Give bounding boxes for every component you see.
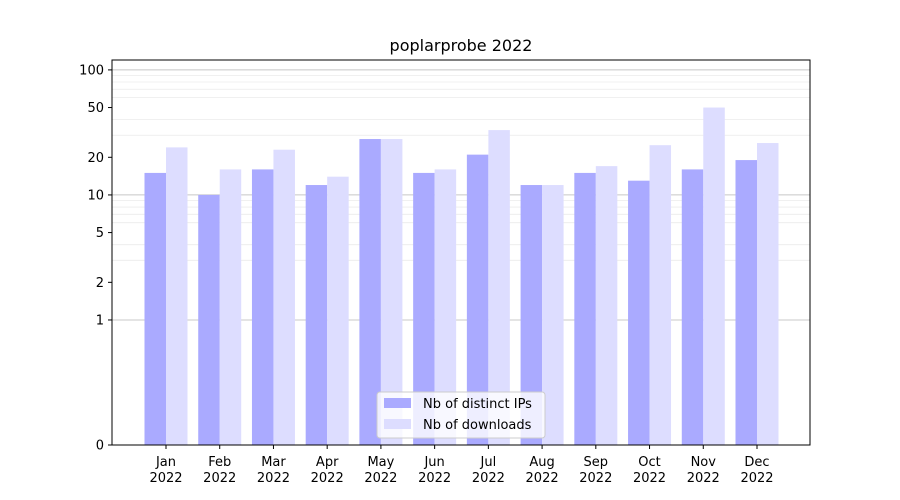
y-tick-label: 10 (87, 188, 104, 203)
x-tick-label-year: 2022 (418, 471, 451, 486)
x-tick-label-year: 2022 (311, 471, 344, 486)
x-tick-label-month: Feb (208, 455, 231, 470)
x-tick-label-year: 2022 (579, 471, 612, 486)
bar-downloads (219, 169, 242, 445)
y-tick-label: 100 (79, 63, 104, 78)
y-tick-label: 20 (87, 151, 104, 166)
x-tick-label-year: 2022 (633, 471, 666, 486)
y-tick-label: 50 (87, 101, 104, 116)
bar-downloads (757, 143, 779, 445)
x-tick-label-month: Jan (155, 455, 176, 470)
legend-box (376, 391, 546, 439)
x-tick-label-month: Nov (691, 455, 717, 470)
bar-downloads (595, 166, 618, 445)
x-tick-label-month: Jun (423, 455, 444, 470)
x-axis: Jan2022Feb2022Mar2022Apr2022May2022Jun20… (149, 445, 774, 486)
x-tick-label-month: Jul (480, 455, 497, 470)
x-tick-label-month: Oct (638, 455, 660, 470)
bar-downloads (542, 185, 564, 445)
chart-title: poplarprobe 2022 (390, 36, 533, 55)
x-tick-label-year: 2022 (203, 471, 236, 486)
bars (144, 107, 779, 446)
bar-ips (359, 139, 381, 445)
bar-ips (144, 172, 166, 445)
x-tick-label-year: 2022 (257, 471, 290, 486)
x-tick-label-year: 2022 (149, 471, 182, 486)
bar-downloads (327, 176, 349, 445)
y-tick-label: 2 (96, 276, 104, 291)
plot-frame (111, 59, 811, 446)
x-tick-label-year: 2022 (740, 471, 773, 486)
bar-ips (520, 185, 543, 445)
x-tick-label-year: 2022 (526, 471, 559, 486)
bar-downloads (166, 147, 188, 446)
x-tick-label-month: Dec (744, 455, 769, 470)
x-tick-label-month: May (367, 455, 394, 470)
x-tick-label-month: Sep (584, 455, 609, 470)
legend: Nb of distinct IPs Nb of downloads (376, 391, 546, 439)
bar-ips (735, 160, 757, 445)
bar-ips (305, 185, 328, 445)
y-tick-label: 1 (96, 313, 104, 328)
bar-ips (681, 169, 704, 445)
x-tick-label-month: Mar (261, 455, 286, 470)
x-tick-label-year: 2022 (687, 471, 720, 486)
legend-swatch-ips (384, 398, 411, 408)
legend-swatch-downloads (384, 419, 411, 429)
y-axis: 0 1 2 5 10 20 50 100 (79, 63, 112, 454)
legend-label-ips: Nb of distinct IPs (423, 397, 532, 412)
bar-downloads (703, 107, 725, 446)
bar-downloads (649, 145, 672, 445)
x-tick-label-year: 2022 (364, 471, 397, 486)
bar-downloads (380, 139, 403, 445)
legend-label-downloads: Nb of downloads (423, 418, 532, 433)
x-tick-label-month: Apr (316, 455, 339, 470)
bar-ips (466, 154, 489, 446)
bar-ips (198, 194, 220, 445)
bar-ips (251, 169, 274, 445)
bar-downloads (273, 149, 295, 446)
bar-ips (413, 172, 435, 445)
y-tick-label: 0 (96, 439, 104, 454)
bar-ips (574, 172, 596, 445)
bar-ips (628, 180, 650, 445)
x-tick-label-month: Aug (529, 455, 554, 470)
bar-downloads (434, 169, 457, 445)
bar-downloads (488, 130, 510, 445)
y-tick-label: 5 (96, 226, 104, 241)
x-tick-label-year: 2022 (472, 471, 505, 486)
